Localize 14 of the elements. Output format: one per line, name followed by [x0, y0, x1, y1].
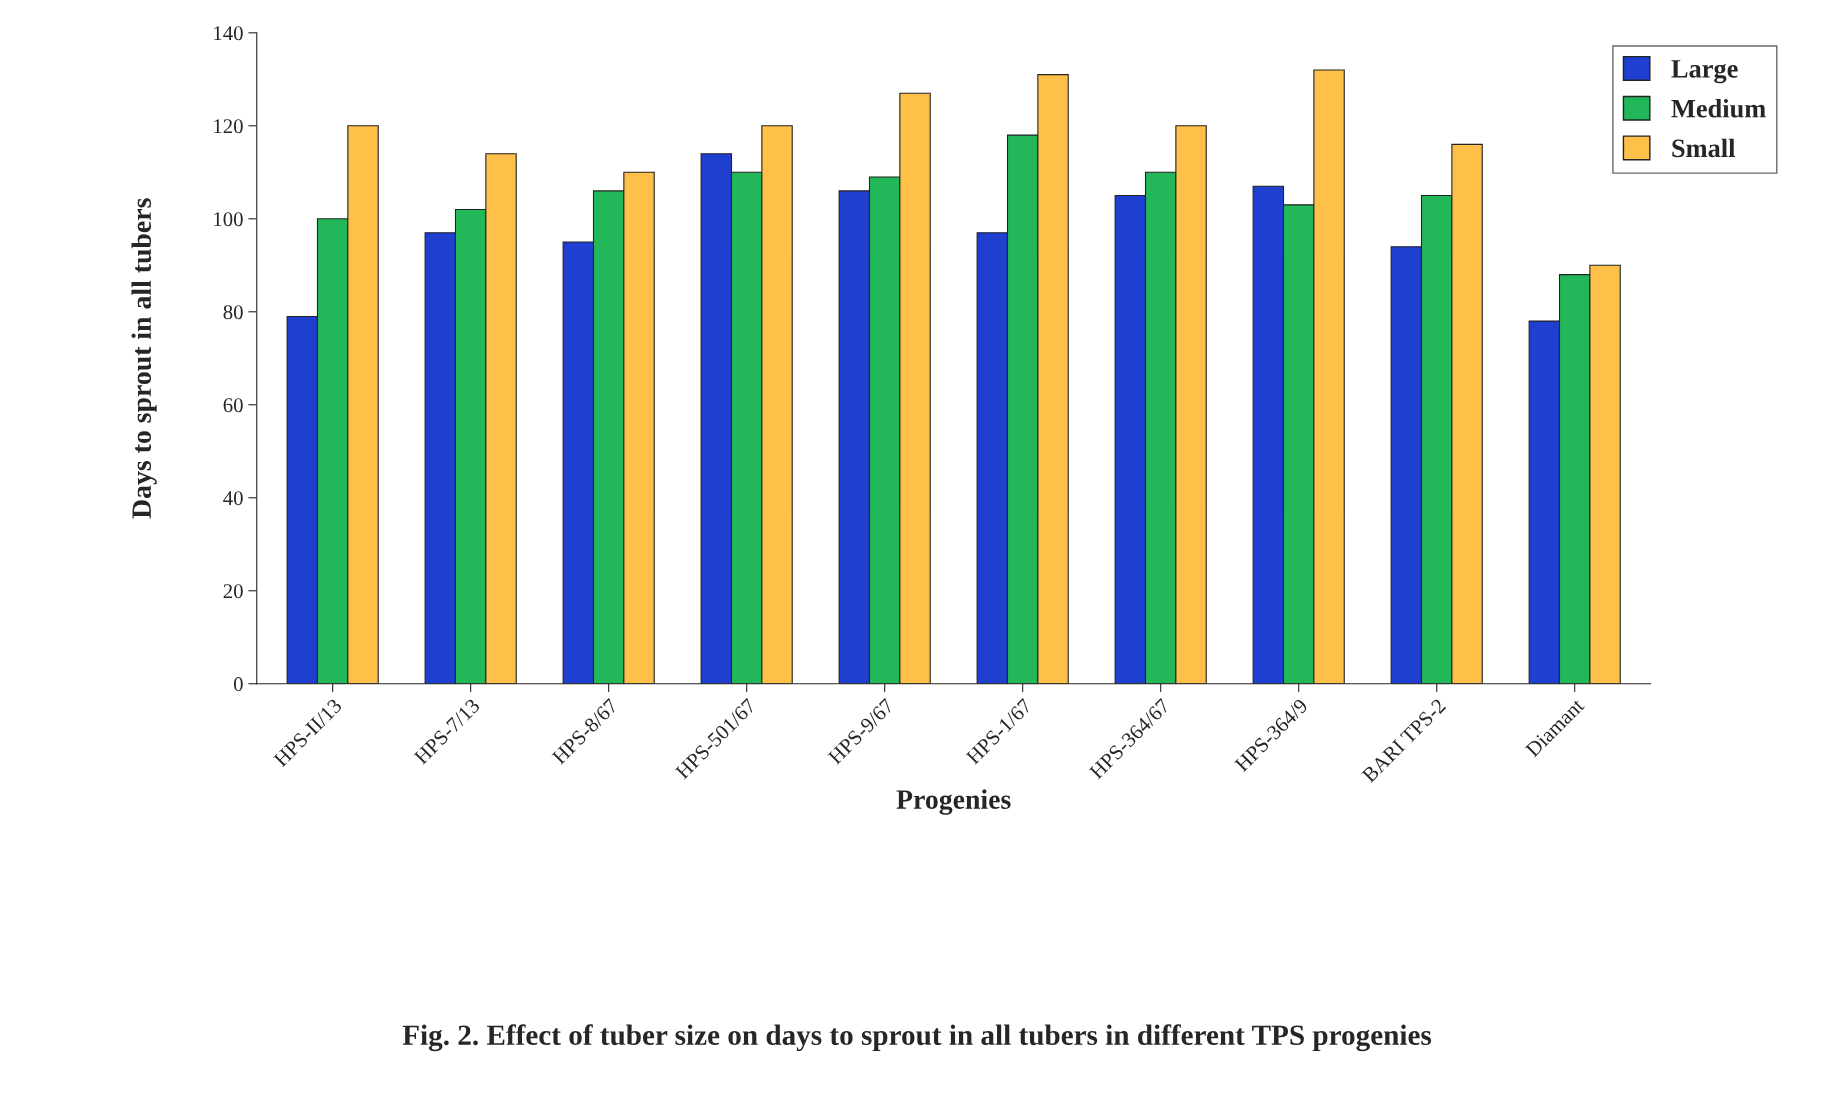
legend-label: Small — [1672, 138, 1736, 158]
y-tick-label: 80 — [223, 305, 243, 320]
y-tick-label: 0 — [233, 677, 243, 692]
legend-label: Large — [1671, 60, 1738, 84]
legend-label: Medium — [1671, 98, 1766, 118]
y-tick-label: 140 — [214, 26, 243, 41]
text: Fig. 2. Effect of tuber size on days to sprout in all tubers in different TPS progenies — [402, 1024, 1432, 1052]
y-tick-label: 100 — [214, 212, 243, 227]
x-axis-title: Progenies — [896, 789, 1011, 815]
y-tick-label: 20 — [223, 584, 243, 599]
y-tick-label: 120 — [214, 119, 243, 134]
y-axis-title: Days to sprout in all tubers — [131, 198, 157, 519]
y-tick-label: 40 — [223, 491, 243, 506]
y-tick-label: 60 — [223, 398, 243, 413]
